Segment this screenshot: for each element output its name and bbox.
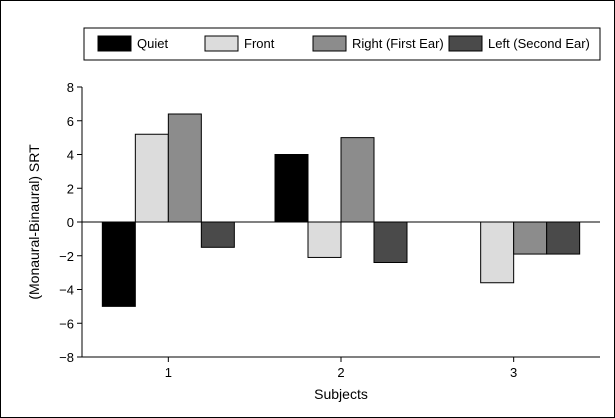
legend-swatch	[97, 35, 132, 52]
y-tick-label: 6	[67, 114, 74, 129]
x-axis-title: Subjects	[314, 386, 368, 402]
bar-front-subject-3	[480, 221, 515, 284]
y-tick-label: 8	[67, 80, 74, 95]
bar-right-first-ear-subject-2	[340, 137, 375, 223]
bar-quiet-subject-1	[101, 221, 136, 307]
y-tick-label: 2	[67, 181, 74, 196]
legend: Quiet Front Right (First Ear) Left (Second …	[83, 27, 601, 61]
bar-left-second-ear-subject-3	[546, 221, 581, 255]
legend-label: Left (Second Ear)	[488, 36, 590, 51]
bar-quiet-subject-2	[274, 154, 309, 223]
legend-label: Right (First Ear)	[352, 36, 444, 51]
legend-swatch	[204, 35, 239, 52]
legend-label: Front	[244, 36, 275, 51]
bar-left-second-ear-subject-1	[200, 221, 235, 248]
y-axis-title: (Monaural-Binaural) SRT	[26, 144, 42, 300]
legend-swatch	[312, 35, 347, 52]
x-tick-label: 1	[165, 365, 172, 380]
bar-front-subject-1	[134, 133, 169, 223]
x-tick-label: 2	[337, 365, 344, 380]
x-tick-label: 3	[510, 365, 517, 380]
y-tick-label: 4	[67, 148, 74, 163]
bar-right-first-ear-subject-3	[513, 221, 548, 255]
y-tick-label: −8	[59, 350, 74, 365]
y-tick-label: −6	[59, 316, 74, 331]
x-ticks: 1 2 3	[165, 357, 517, 380]
bar-right-first-ear-subject-1	[167, 113, 202, 223]
legend-label: Quiet	[137, 36, 168, 51]
y-tick-label: 0	[67, 215, 74, 230]
legend-swatch	[448, 35, 483, 52]
bar-front-subject-2	[307, 221, 342, 258]
y-tick-label: −2	[59, 249, 74, 264]
bars	[101, 113, 581, 307]
bar-left-second-ear-subject-2	[373, 221, 408, 263]
y-tick-label: −4	[59, 283, 74, 298]
y-ticks: 8 6 4 2 0 −2 −4 −6 −8	[59, 80, 82, 365]
